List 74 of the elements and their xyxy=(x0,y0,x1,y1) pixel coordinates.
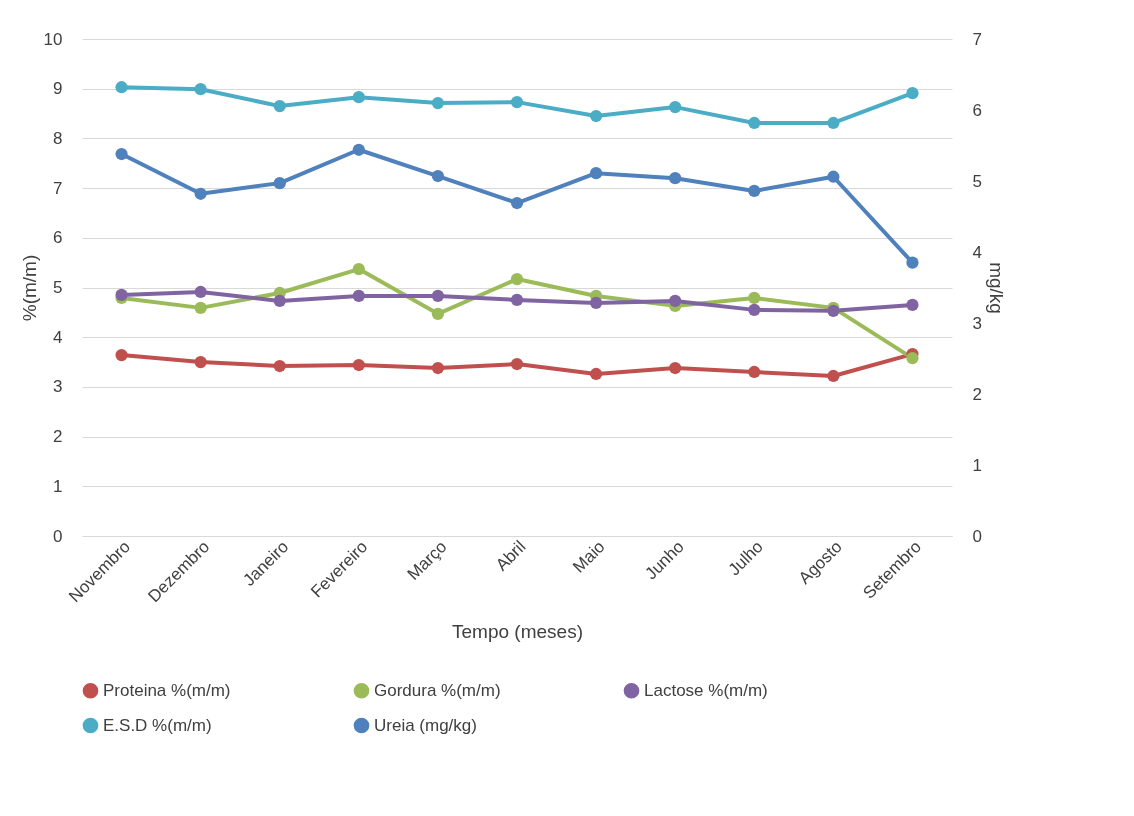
point xyxy=(906,351,919,365)
point xyxy=(273,294,286,308)
point xyxy=(589,367,603,381)
point xyxy=(669,294,682,308)
y-tick-label: 9 xyxy=(53,79,63,99)
point xyxy=(589,296,603,310)
y-tick-label: 0 xyxy=(53,526,63,546)
point xyxy=(510,96,524,109)
point xyxy=(194,187,207,200)
point xyxy=(431,361,445,375)
y2-axis-title: mg/kg xyxy=(985,262,1007,314)
point xyxy=(906,298,919,312)
y-tick-label: 7 xyxy=(53,178,63,198)
point xyxy=(431,97,445,110)
point xyxy=(827,170,840,183)
point xyxy=(510,272,524,286)
point xyxy=(194,301,207,314)
y2-tick-label: 1 xyxy=(972,455,982,475)
point xyxy=(669,100,682,114)
y2-tick-label: 5 xyxy=(972,171,982,191)
point xyxy=(431,169,445,183)
point xyxy=(194,83,207,96)
point xyxy=(906,87,919,100)
point xyxy=(510,293,524,307)
point xyxy=(589,109,603,123)
y-axis-title: %(m/m) xyxy=(18,254,40,322)
point xyxy=(748,184,761,198)
point xyxy=(669,172,682,185)
point xyxy=(352,358,365,372)
y-tick-label: 1 xyxy=(53,476,63,496)
point xyxy=(273,177,286,190)
x-axis-title: Tempo (meses) xyxy=(452,621,583,643)
point xyxy=(352,91,365,104)
y2-tick-label: 2 xyxy=(972,384,982,404)
point xyxy=(194,355,207,369)
point xyxy=(115,81,128,94)
point xyxy=(115,348,128,362)
point xyxy=(827,116,840,130)
point xyxy=(748,291,761,305)
point xyxy=(352,289,365,303)
point xyxy=(906,256,919,269)
point xyxy=(431,289,445,303)
point xyxy=(748,116,761,130)
y2-tick-label: 0 xyxy=(972,526,982,546)
point xyxy=(748,303,761,316)
y2-tick-label: 4 xyxy=(972,242,982,262)
y-tick-label: 10 xyxy=(43,29,63,49)
point xyxy=(194,285,207,299)
legend-label: Ureia (mg/kg) xyxy=(374,715,477,735)
point xyxy=(827,369,840,383)
point xyxy=(273,99,286,113)
point xyxy=(352,143,365,156)
y-tick-label: 6 xyxy=(53,228,63,248)
point xyxy=(669,361,682,375)
legend-label: Lactose %(m/m) xyxy=(644,680,768,700)
y2-tick-label: 3 xyxy=(972,313,982,333)
legend-label: E.S.D %(m/m) xyxy=(103,715,212,735)
y-tick-label: 4 xyxy=(53,327,63,347)
point xyxy=(431,307,445,320)
point xyxy=(510,196,524,210)
point xyxy=(115,147,128,161)
point xyxy=(273,359,286,373)
point xyxy=(352,263,365,276)
legend-label: Proteina %(m/m) xyxy=(103,680,231,700)
y2-tick-label: 7 xyxy=(972,29,982,49)
legend-label: Gordura %(m/m) xyxy=(374,680,501,700)
y-tick-label: 3 xyxy=(53,377,63,397)
y-tick-label: 2 xyxy=(53,427,63,447)
y2-tick-label: 6 xyxy=(972,100,982,120)
point xyxy=(589,167,603,180)
y-tick-label: 5 xyxy=(53,278,63,297)
point xyxy=(748,365,761,379)
point xyxy=(510,357,524,371)
y-tick-label: 8 xyxy=(53,128,63,148)
